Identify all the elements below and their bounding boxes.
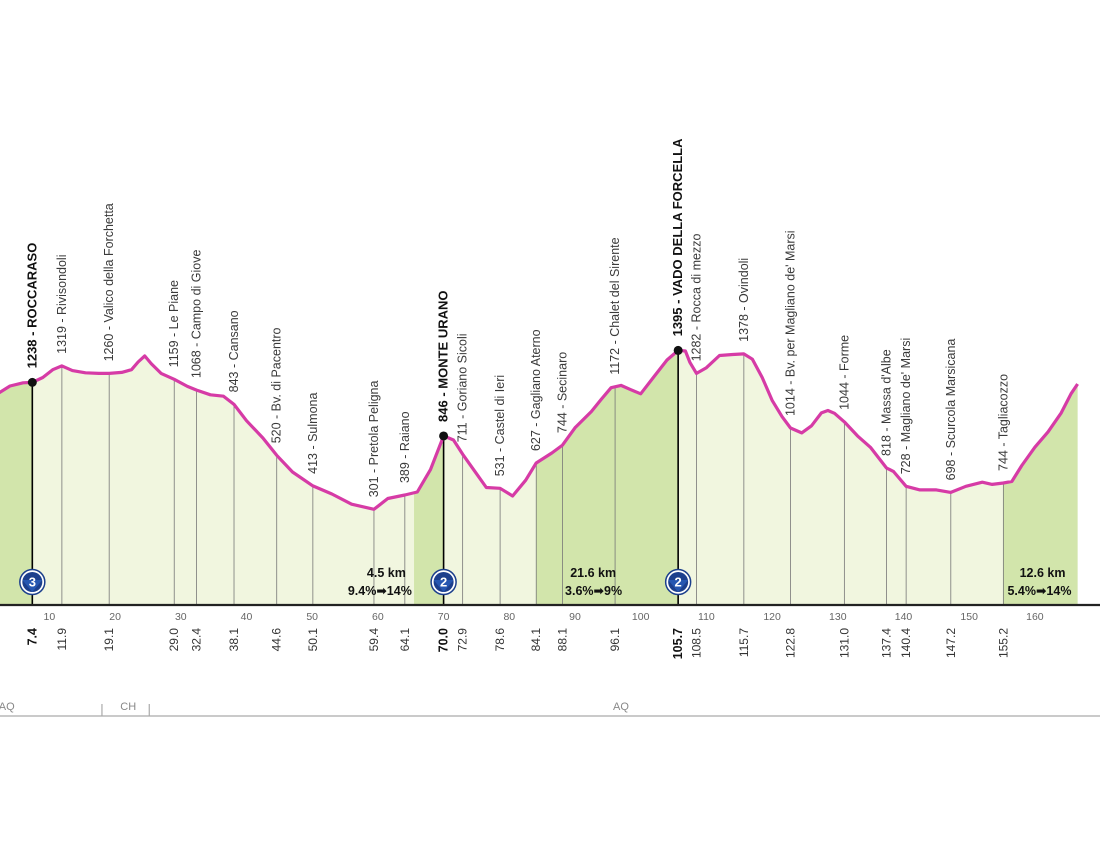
region-bar: AQ CH AQ: [0, 701, 1100, 717]
waypoint-label: 1068 - Campo di Giove: [190, 250, 204, 379]
distance-tick: 10: [44, 611, 56, 623]
km-label: 50.1: [306, 628, 320, 652]
distance-tick: 70: [438, 611, 450, 623]
distance-tick: 20: [109, 611, 121, 623]
distance-tick: 30: [175, 611, 187, 623]
distance-tick: 140: [895, 611, 913, 623]
category-3-marker: 3: [19, 568, 46, 596]
km-label: 122.8: [783, 628, 797, 658]
km-label: 72.9: [456, 628, 470, 652]
waypoint-label: 744 - Secinaro: [556, 352, 570, 433]
distance-tick: 150: [960, 611, 978, 623]
km-label: 137.4: [879, 628, 893, 658]
profile-line: [0, 348, 1079, 511]
km-label: 96.1: [608, 628, 622, 652]
waypoint-label: 1395 - VADO DELLA FORCELLA: [670, 138, 685, 337]
waypoint-label: 1378 - Ovindoli: [737, 258, 751, 342]
km-label: 7.4: [25, 628, 39, 645]
km-label: 19.1: [102, 628, 116, 652]
km-label: 70.0: [437, 628, 451, 652]
waypoint-label: 531 - Castel di Ieri: [493, 375, 507, 476]
waypoint-label: 744 - Tagliacozzo: [996, 374, 1010, 471]
distance-axis: 10 20 30 40 50 60 70 80 90 100 110 120 130 140 150 160: [0, 603, 1100, 623]
region-label: AQ: [613, 701, 629, 713]
distance-tick: 80: [503, 611, 515, 623]
waypoint-label: 846 - MONTE URANO: [436, 290, 451, 421]
svg-text:2: 2: [440, 575, 447, 590]
profile-line-group: [0, 345, 1079, 511]
distance-tick: 120: [763, 611, 781, 623]
waypoint-label: 843 - Cansano: [227, 310, 241, 392]
waypoint-label: 1172 - Chalet del Sirente: [608, 237, 622, 374]
waypoint-label: 1282 - Rocca di mezzo: [690, 234, 704, 362]
climb-length: 12.6 km: [1020, 566, 1066, 580]
waypoint-label: 1159 - Le Piane: [167, 280, 181, 367]
distance-tick: 130: [829, 611, 847, 623]
waypoint-label: 520 - Bv. di Pacentro: [270, 327, 284, 443]
km-label: 88.1: [556, 628, 570, 652]
distance-tick: 50: [306, 611, 318, 623]
region-label: CH: [120, 701, 136, 713]
km-label: 29.0: [167, 628, 181, 652]
climb-length: 4.5 km: [367, 566, 406, 580]
km-label: 84.1: [529, 628, 543, 652]
climb-zone: [1003, 350, 1078, 604]
km-label: 32.4: [190, 628, 204, 652]
region-label: AQ: [0, 701, 15, 713]
waypoint-label: 728 - Magliano de' Marsi: [899, 338, 913, 474]
km-label: 147.2: [944, 628, 958, 658]
distance-tick: 60: [372, 611, 384, 623]
waypoint-label: 818 - Massa d'Albe: [879, 349, 893, 456]
km-label: 11.9: [55, 628, 69, 651]
waypoint-label: 1319 - Rivisondoli: [55, 255, 69, 354]
waypoint-label: 389 - Raiano: [398, 411, 412, 483]
distance-tick: 110: [698, 611, 715, 623]
category-2-marker: 2: [430, 568, 457, 596]
summit-dot: [27, 377, 37, 387]
waypoint-label: 698 - Scurcola Marsicana: [944, 339, 958, 481]
km-label: 108.5: [690, 628, 704, 658]
category-2-marker: 2: [664, 568, 692, 596]
climb-zone: [0, 350, 33, 604]
summit-dot: [439, 431, 449, 441]
profile-area-fill: [0, 350, 1078, 604]
waypoint-label: 1238 - ROCCARASO: [24, 243, 39, 369]
svg-text:2: 2: [675, 575, 682, 590]
waypoint-label: 627 - Gagliano Aterno: [529, 329, 543, 451]
climb-length: 21.6 km: [570, 566, 616, 580]
distance-tick: 160: [1026, 611, 1044, 623]
waypoint-lines: [31, 350, 1004, 604]
waypoint-labels: 1238 - ROCCARASO 1319 - Rivisondoli 1260 -…: [24, 138, 1010, 497]
distance-tick: 100: [632, 611, 650, 623]
climb-category-markers: 3 2 2: [19, 568, 692, 596]
climb-gradient: 9.4%➡14%: [348, 584, 412, 598]
distance-tick: 40: [241, 611, 253, 623]
km-label: 38.1: [227, 628, 241, 652]
waypoint-label: 413 - Sulmona: [306, 393, 320, 474]
svg-text:3: 3: [29, 575, 36, 590]
waypoint-label: 1014 - Bv. per Magliano de' Marsi: [783, 230, 797, 416]
km-label: 155.2: [996, 628, 1010, 658]
km-label: 78.6: [493, 628, 507, 652]
climb-gradient: 3.6%➡9%: [565, 584, 622, 598]
waypoint-label: 1260 - Valico della Forchetta: [102, 203, 116, 361]
km-label: 64.1: [398, 628, 412, 652]
km-label: 44.6: [270, 628, 284, 652]
summit-dot: [673, 345, 683, 355]
waypoint-label: 1044 - Forme: [837, 335, 851, 410]
climb-info: 4.5 km 9.4%➡14% 21.6 km 3.6%➡9% 12.6 km 5.4%➡…: [348, 566, 1072, 598]
km-label: 59.4: [367, 628, 381, 652]
km-label: 115.7: [737, 628, 751, 657]
distance-tick: 90: [569, 611, 581, 623]
km-label: 131.0: [837, 628, 851, 658]
km-label: 105.7: [671, 628, 685, 659]
km-labels: 7.4 11.9 19.1 29.0 32.4 38.1 44.6 50.1 59.4 64.1 7…: [25, 628, 1010, 660]
km-label: 140.4: [899, 628, 913, 658]
climb-gradient: 5.4%➡14%: [1007, 584, 1071, 598]
waypoint-label: 711 - Goriano Sicoli: [456, 333, 470, 442]
waypoint-label: 301 - Pretola Peligna: [367, 380, 381, 497]
